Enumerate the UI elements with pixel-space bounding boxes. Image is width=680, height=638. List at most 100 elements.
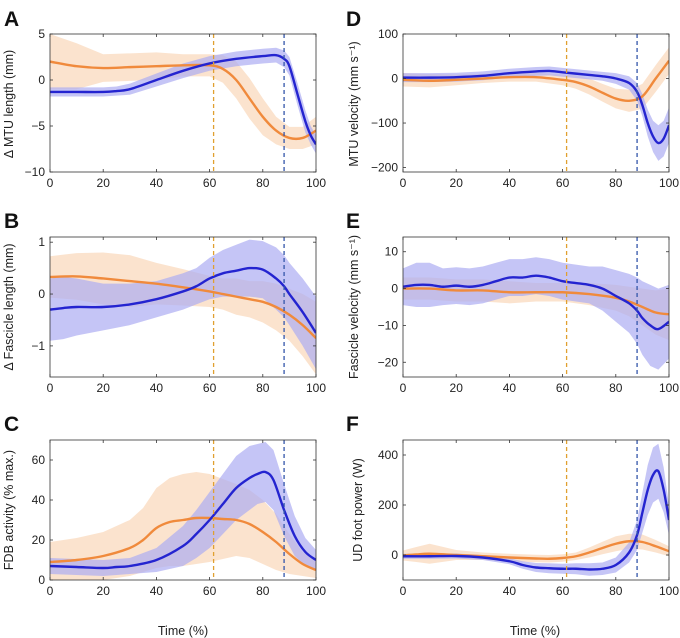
y-tick-label: 5 xyxy=(38,27,45,41)
x-tick-label: 100 xyxy=(306,381,326,395)
y-tick-label: 1 xyxy=(38,235,45,249)
orange-series-band xyxy=(403,47,669,112)
orange-series-line xyxy=(50,275,316,339)
x-tick-label: 20 xyxy=(97,381,111,395)
panel-letter: F xyxy=(346,413,359,436)
y-tick-label: 0 xyxy=(391,72,398,86)
x-tick-label: 0 xyxy=(47,584,54,598)
y-tick-label: 10 xyxy=(385,245,399,259)
panel-letter: B xyxy=(4,210,19,233)
x-axis-label: Time (%) xyxy=(510,624,560,638)
orange-series-band xyxy=(50,34,316,149)
x-tick-label: 60 xyxy=(203,584,217,598)
x-tick-label: 0 xyxy=(47,176,54,190)
y-tick-label: −1 xyxy=(31,339,45,353)
x-tick-label: 40 xyxy=(503,381,517,395)
y-tick-label: 0 xyxy=(38,73,45,87)
plot-area xyxy=(50,440,316,580)
blue-series-band xyxy=(50,442,316,576)
orange-series-line xyxy=(50,516,316,572)
y-tick-label: 0 xyxy=(38,287,45,301)
x-tick-label: 80 xyxy=(609,584,623,598)
x-tick-label: 60 xyxy=(556,176,570,190)
panel-letter: C xyxy=(4,413,19,436)
x-tick-label: 100 xyxy=(659,176,679,190)
x-tick-label: 100 xyxy=(306,176,326,190)
y-tick-label: 40 xyxy=(32,493,46,507)
y-tick-label: 100 xyxy=(378,27,398,41)
y-axis-label: MTU velocity (mm s⁻¹) xyxy=(347,41,361,166)
x-tick-label: 0 xyxy=(400,584,407,598)
y-axis-label: FDB activity (% max.) xyxy=(2,450,16,570)
x-tick-label: 100 xyxy=(659,584,679,598)
x-tick-label: 80 xyxy=(609,176,623,190)
x-tick-label: 40 xyxy=(503,584,517,598)
plot-area xyxy=(50,237,316,377)
y-tick-label: −5 xyxy=(31,119,45,133)
y-tick-label: 400 xyxy=(378,448,398,462)
y-tick-label: 0 xyxy=(38,573,45,587)
y-tick-label: −20 xyxy=(378,355,399,369)
y-axis-label: Fascicle velocity (mm s⁻¹) xyxy=(347,235,361,379)
axes-frame xyxy=(402,236,670,378)
axes-frame xyxy=(402,33,670,173)
x-axis-label: Time (%) xyxy=(158,624,208,638)
y-tick-label: 0 xyxy=(391,548,398,562)
axes-frame xyxy=(49,439,317,581)
x-tick-label: 20 xyxy=(450,584,464,598)
x-tick-label: 0 xyxy=(400,381,407,395)
x-tick-label: 80 xyxy=(609,381,623,395)
x-tick-label: 60 xyxy=(203,176,217,190)
x-tick-label: 80 xyxy=(256,584,270,598)
x-tick-label: 40 xyxy=(503,176,517,190)
panel-c: C FDB activity (% max.) Time (%) 0 20 40 60… xyxy=(2,413,326,638)
orange-series-line xyxy=(50,60,316,141)
panel-d: D MTU velocity (mm s⁻¹) 0 20 40 60 80 100 −200… xyxy=(346,8,679,190)
y-tick-label: −10 xyxy=(25,165,46,179)
y-axis-label: Δ Fascicle length (mm) xyxy=(2,243,16,370)
panel-a: A Δ MTU length (mm) 0 20 40 60 80 100 −10 −5 0 5 xyxy=(2,8,326,190)
x-tick-label: 80 xyxy=(256,381,270,395)
blue-series-line xyxy=(403,469,669,571)
x-tick-label: 40 xyxy=(150,584,164,598)
x-tick-label: 20 xyxy=(97,584,111,598)
panel-e: E Fascicle velocity (mm s⁻¹) 0 20 40 60 80 10… xyxy=(346,210,679,395)
x-tick-label: 20 xyxy=(450,176,464,190)
y-tick-label: −10 xyxy=(378,318,399,332)
axes-frame xyxy=(49,236,317,378)
x-tick-label: 60 xyxy=(556,584,570,598)
orange-series-line xyxy=(403,59,669,103)
x-tick-label: 100 xyxy=(306,584,326,598)
axes-frame xyxy=(49,33,317,173)
x-tick-label: 0 xyxy=(400,176,407,190)
blue-series-line xyxy=(403,69,669,145)
x-tick-label: 20 xyxy=(97,176,111,190)
panel-letter: E xyxy=(346,210,360,233)
y-tick-label: −200 xyxy=(371,161,398,175)
blue-series-line xyxy=(50,53,316,146)
x-tick-label: 40 xyxy=(150,381,164,395)
x-tick-label: 80 xyxy=(256,176,270,190)
x-tick-label: 40 xyxy=(150,176,164,190)
blue-series-band xyxy=(403,257,669,370)
y-axis-label: UD foot power (W) xyxy=(351,458,365,562)
panel-letter: D xyxy=(346,8,361,31)
y-tick-label: 200 xyxy=(378,498,398,512)
orange-series-line xyxy=(403,287,669,316)
x-tick-label: 60 xyxy=(203,381,217,395)
x-tick-label: 20 xyxy=(450,381,464,395)
panel-letter: A xyxy=(4,8,19,31)
plot-area xyxy=(50,34,316,172)
x-tick-label: 0 xyxy=(47,381,54,395)
axes-frame xyxy=(402,439,670,581)
blue-series-line xyxy=(403,274,669,331)
y-tick-label: 60 xyxy=(32,453,46,467)
panel-f: F UD foot power (W) Time (%) 0 20 40 60 80 10… xyxy=(346,413,679,638)
y-tick-label: 20 xyxy=(32,533,46,547)
orange-series-line xyxy=(403,539,669,560)
x-tick-label: 100 xyxy=(659,381,679,395)
panel-b: B Δ Fascicle length (mm) 0 20 40 60 80 100 −1 0… xyxy=(2,210,326,395)
y-tick-label: −100 xyxy=(371,116,398,130)
plot-area xyxy=(403,237,669,377)
